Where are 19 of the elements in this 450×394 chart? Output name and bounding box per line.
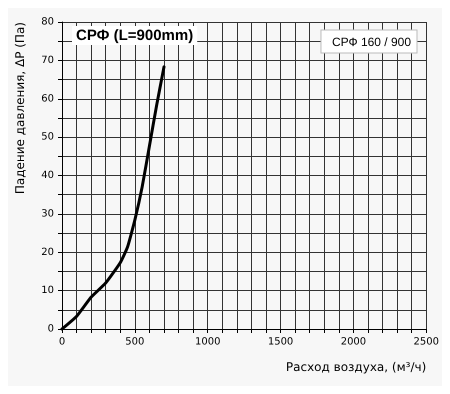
- x-tick-label: 0: [58, 336, 66, 348]
- y-tick-label: 0: [48, 324, 54, 334]
- x-tick-label: 2500: [414, 336, 439, 348]
- y-tick-label: 60: [41, 93, 54, 104]
- x-tick-label: 2000: [340, 336, 366, 348]
- y-tick-label: 80: [41, 16, 54, 28]
- y-tick-label: 70: [41, 54, 54, 66]
- x-tick-label: 500: [125, 336, 144, 348]
- y-tick-label: 40: [41, 170, 54, 181]
- y-axis-title: Падение давления, ΔР (Па): [13, 22, 27, 194]
- text: СРФ 160 / 900: [332, 35, 412, 49]
- y-tick-label: 10: [41, 285, 54, 296]
- x-tick-label: 1000: [194, 336, 220, 348]
- x-axis-title: Расход воздуха, (м³/ч): [286, 360, 426, 374]
- y-tick-label: 50: [41, 132, 54, 143]
- chart-title: СРФ (L=900mm): [76, 27, 194, 44]
- x-tick-label: 1500: [268, 336, 294, 348]
- y-tick-label: 20: [41, 246, 54, 258]
- y-tick-label: 30: [41, 208, 54, 220]
